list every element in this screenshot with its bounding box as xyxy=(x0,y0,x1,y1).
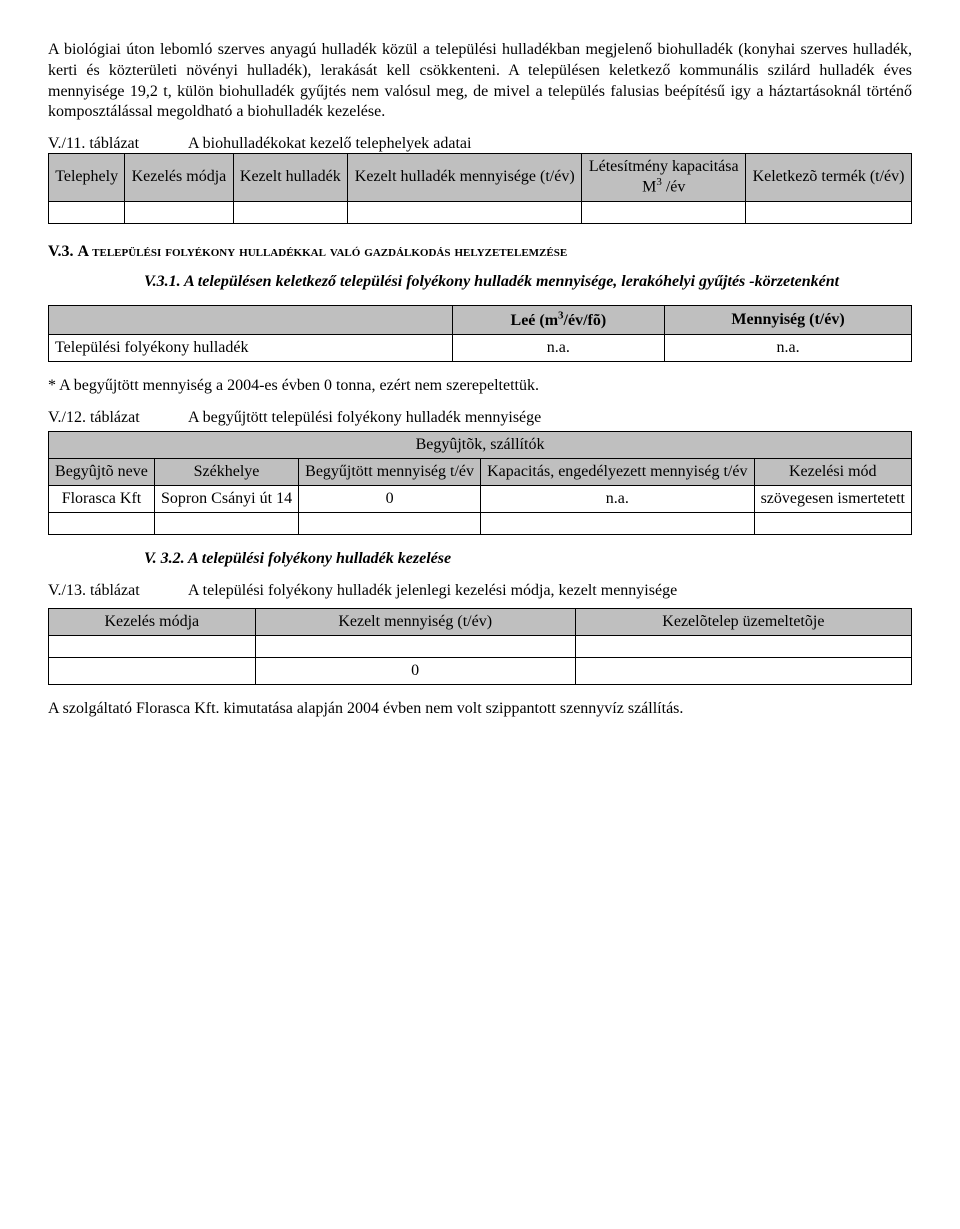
table13-c1 xyxy=(49,658,256,685)
t-v31-h2-pre: Leé (m xyxy=(511,312,559,329)
table12-r1c1: Florasca Kft xyxy=(49,486,155,513)
table-v31-val2: n.a. xyxy=(665,335,912,362)
table11-h4: Kezelt hulladék mennyisége (t/év) xyxy=(348,154,582,201)
t-v31-h3: Mennyiség (t/év) xyxy=(731,311,844,328)
closing-paragraph: A szolgáltató Florasca Kft. kimutatása a… xyxy=(48,699,912,720)
paragraph-intro: A biológiai úton lebomló szerves anyagú … xyxy=(48,40,912,123)
table11-h5-line3: /év xyxy=(662,179,686,196)
table11-h6: Keletkezõ termék (t/év) xyxy=(746,154,912,201)
t-v31-h2-post: /év/fõ) xyxy=(564,312,607,329)
table11-h3: Kezelt hulladék xyxy=(233,154,348,201)
table-v31-col2-header: Leé (m3/év/fõ) xyxy=(452,306,664,335)
table11: Telephely Kezelés módja Kezelt hulladék … xyxy=(48,153,912,223)
subsection-v32: V. 3.2. A települési folyékony hulladék … xyxy=(144,549,912,570)
table11-label-text: A biohulladékokat kezelő telephelyek ada… xyxy=(188,135,912,153)
table12-h2: Székhelye xyxy=(154,459,298,486)
table12-caption: V./12. táblázat A begyűjtött települési … xyxy=(48,409,912,427)
table13-h1: Kezelés módja xyxy=(49,609,256,636)
table13-value-row: 0 xyxy=(49,658,912,685)
table11-h2: Kezelés módja xyxy=(125,154,233,201)
table13-h2: Kezelt mennyiség (t/év) xyxy=(255,609,575,636)
table-v31-val1: n.a. xyxy=(452,335,664,362)
table-v31-rowlabel: Települési folyékony hulladék xyxy=(49,335,453,362)
table12-h1: Begyûjtõ neve xyxy=(49,459,155,486)
table12-h3: Begyűjtött mennyiség t/év xyxy=(299,459,481,486)
table12-row1: Florasca Kft Sopron Csányi út 14 0 n.a. … xyxy=(49,486,912,513)
table12-span-header: Begyûjtõk, szállítók xyxy=(49,432,912,459)
table11-caption: V./11. táblázat A biohulladékokat kezelő… xyxy=(48,135,912,153)
table13-c3 xyxy=(575,658,911,685)
table12-r1c5: szövegesen ismertetett xyxy=(754,486,911,513)
table13-h3: Kezelõtelep üzemeltetõje xyxy=(575,609,911,636)
table12-label-num: V./12. táblázat xyxy=(48,409,188,427)
table12-label-text: A begyűjtött települési folyékony hullad… xyxy=(188,409,912,427)
table12-h4: Kapacitás, engedélyezett mennyiség t/év xyxy=(481,459,754,486)
table12-h5: Kezelési mód xyxy=(754,459,911,486)
table12-r1c2: Sopron Csányi út 14 xyxy=(154,486,298,513)
table-v31-col3-header: Mennyiség (t/év) xyxy=(665,306,912,335)
table-v31-empty-header xyxy=(49,306,453,335)
table-v31-row: Települési folyékony hulladék n.a. n.a. xyxy=(49,335,912,362)
table12: Begyûjtõk, szállítók Begyûjtõ neve Székh… xyxy=(48,431,912,535)
section-v3-heading: V.3. A települési folyékony hulladékkal … xyxy=(48,242,912,263)
table11-h5: Létesítmény kapacitása M3 /év xyxy=(582,154,746,201)
table13-label-num: V./13. táblázat xyxy=(48,582,188,600)
table11-h5-line2: M xyxy=(642,179,656,196)
table13-caption: V./13. táblázat A települési folyékony h… xyxy=(48,582,912,600)
section-v3-num: V.3. xyxy=(48,243,78,260)
subsection-v31: V.3.1. A településen keletkező település… xyxy=(144,272,912,293)
table13: Kezelés módja Kezelt mennyiség (t/év) Ke… xyxy=(48,608,912,685)
table11-empty-row xyxy=(49,201,912,223)
table13-c2: 0 xyxy=(255,658,575,685)
table12-r1c3: 0 xyxy=(299,486,481,513)
table12-empty-row xyxy=(49,513,912,535)
table11-h1: Telephely xyxy=(49,154,125,201)
table11-h5-line1: Létesítmény kapacitása xyxy=(589,158,739,175)
table12-r1c4: n.a. xyxy=(481,486,754,513)
table-v31: Leé (m3/év/fõ) Mennyiség (t/év) Települé… xyxy=(48,305,912,362)
table13-label-text: A települési folyékony hulladék jelenleg… xyxy=(188,582,912,600)
table13-empty-row xyxy=(49,636,912,658)
note-star: * A begyűjtött mennyiség a 2004-es évben… xyxy=(48,376,912,397)
section-v3-text: A települési folyékony hulladékkal való … xyxy=(78,243,568,260)
table11-label-num: V./11. táblázat xyxy=(48,135,188,153)
